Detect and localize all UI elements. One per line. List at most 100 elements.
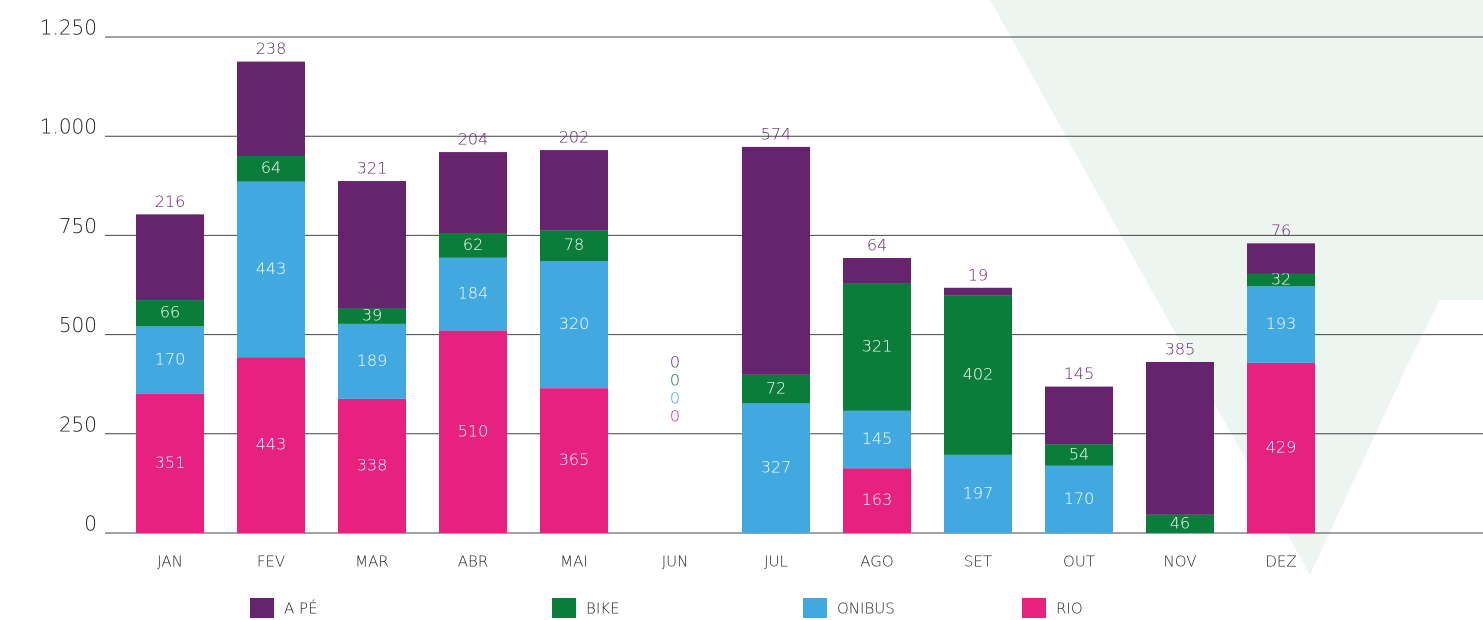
y-tick-label: 500 — [59, 313, 97, 337]
value-label: 184 — [458, 284, 489, 303]
y-tick-label: 750 — [59, 214, 97, 238]
bar-segment — [136, 300, 204, 327]
value-label: 54 — [1069, 444, 1089, 463]
bar-segment — [742, 146, 810, 375]
bar-segment — [338, 398, 406, 533]
value-label: 72 — [766, 378, 786, 397]
bar-segment — [540, 230, 608, 262]
legend-label: BIKE — [586, 600, 620, 618]
bar-segment — [843, 283, 911, 411]
value-label: 64 — [261, 158, 281, 177]
bar-segment — [1247, 362, 1315, 533]
x-tick-label: ABR — [458, 553, 489, 571]
bar-segment — [439, 152, 507, 234]
bar-segment — [742, 374, 810, 404]
x-tick-label: AGO — [860, 553, 893, 571]
value-label: 170 — [155, 349, 186, 368]
legend-label: A PÉ — [284, 599, 318, 618]
bar-segment — [1247, 243, 1315, 274]
value-label: 64 — [867, 236, 887, 255]
x-tick-label: JUL — [764, 553, 788, 571]
value-label: 197 — [963, 483, 994, 502]
bar-segment — [944, 295, 1012, 455]
bar-segment — [843, 468, 911, 533]
value-label: 365 — [559, 450, 590, 469]
y-tick-label: 250 — [59, 412, 97, 436]
value-label: 321 — [357, 159, 388, 178]
bar-segment — [1045, 465, 1113, 533]
legend-label: RIO — [1056, 600, 1083, 618]
y-tick-label: 1.250 — [40, 16, 97, 40]
value-label: 351 — [155, 453, 186, 472]
value-label: 574 — [761, 124, 792, 143]
value-label: 170 — [1064, 489, 1095, 508]
bar-segment — [944, 287, 1012, 296]
x-tick-label: NOV — [1163, 553, 1196, 571]
x-tick-label: FEV — [257, 553, 285, 571]
bar-segment — [237, 61, 305, 157]
bar-segment — [742, 403, 810, 533]
bar-segment — [439, 233, 507, 258]
bar-segment — [540, 150, 608, 231]
value-label: 216 — [155, 192, 186, 211]
value-label: 429 — [1266, 437, 1297, 456]
value-label: 193 — [1266, 314, 1297, 333]
bar-segment — [1045, 444, 1113, 466]
bar-segment — [237, 181, 305, 358]
value-label: 443 — [256, 435, 287, 454]
bar-segment — [136, 326, 204, 394]
value-label: 443 — [256, 259, 287, 278]
bar-segment — [439, 257, 507, 331]
value-label: 189 — [357, 351, 388, 370]
value-label: 19 — [968, 265, 988, 284]
bar-segment — [1146, 361, 1214, 515]
value-label: 321 — [862, 337, 893, 356]
value-label: 76 — [1271, 221, 1291, 240]
x-tick-label: JAN — [157, 553, 183, 571]
value-label: 0 — [670, 407, 680, 426]
value-label: 327 — [761, 458, 792, 477]
value-label: 238 — [256, 39, 287, 58]
value-label: 202 — [559, 128, 590, 147]
bar-segment — [843, 410, 911, 469]
x-tick-label: MAI — [560, 553, 588, 571]
legend-label: ONIBUS — [837, 600, 895, 618]
value-label: 39 — [362, 306, 382, 325]
value-label: 145 — [862, 429, 893, 448]
bar-segment — [237, 156, 305, 182]
y-tick-label: 0 — [84, 512, 97, 536]
value-label: 145 — [1064, 364, 1095, 383]
bar-segment — [439, 330, 507, 533]
value-label: 163 — [862, 490, 893, 509]
bar-segment — [1247, 273, 1315, 287]
x-tick-label: SET — [964, 553, 992, 571]
background-shape — [990, 0, 1483, 575]
value-label: 66 — [160, 303, 180, 322]
bar-segment — [338, 181, 406, 309]
bar-segment — [1146, 514, 1214, 533]
legend-swatch — [552, 598, 576, 618]
bar-segment — [338, 308, 406, 324]
bar-segment — [338, 323, 406, 399]
bar-segment — [1247, 286, 1315, 363]
value-label: 385 — [1165, 339, 1196, 358]
x-tick-label: DEZ — [1265, 553, 1296, 571]
bar-segment — [1045, 386, 1113, 445]
x-tick-label: JUN — [662, 553, 689, 571]
bar-segment — [843, 258, 911, 284]
value-label: 46 — [1170, 513, 1190, 532]
value-label: 204 — [458, 130, 489, 149]
y-tick-label: 1.000 — [40, 115, 97, 139]
bar-segment — [136, 214, 204, 301]
bar-segment — [136, 393, 204, 533]
value-label: 62 — [463, 235, 483, 254]
legend-swatch — [803, 598, 827, 618]
x-tick-label: OUT — [1063, 553, 1095, 571]
bar-segment — [944, 454, 1012, 533]
value-label: 320 — [559, 314, 590, 333]
legend-swatch — [250, 598, 274, 618]
value-label: 0 — [670, 371, 680, 390]
bar-segment — [540, 261, 608, 389]
value-label: 402 — [963, 365, 994, 384]
